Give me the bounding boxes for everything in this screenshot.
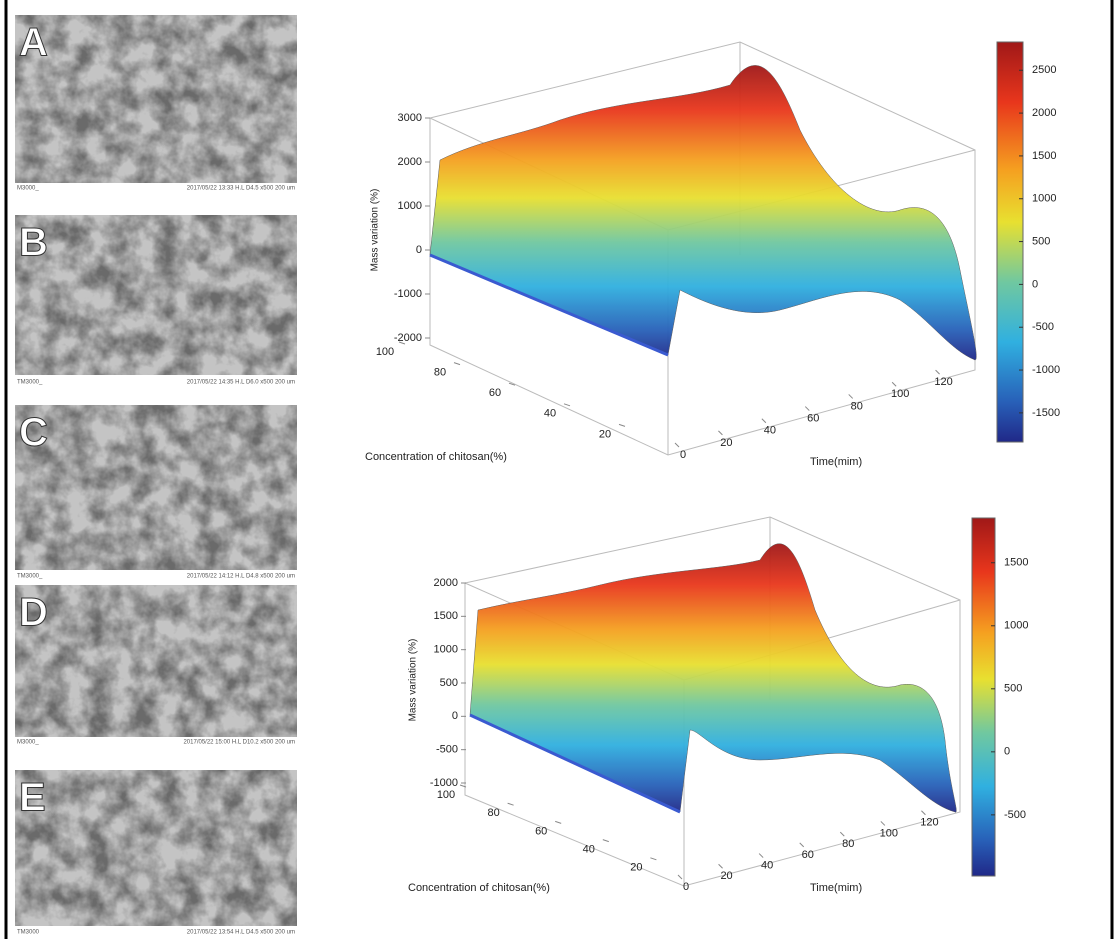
y-tick-label: 80 bbox=[842, 838, 854, 850]
panel-footer: 2017/05/22 13:54 H.L D4.5 x500 200 um bbox=[187, 930, 295, 936]
colorbar-tick-label: -500 bbox=[1032, 321, 1054, 333]
y-tick-label: 40 bbox=[764, 425, 776, 437]
z-tick-label: 0 bbox=[452, 710, 458, 722]
z-tick-label: -2000 bbox=[394, 332, 422, 344]
y-tick-label: 60 bbox=[802, 849, 814, 861]
colorbar bbox=[972, 518, 995, 876]
panel-label: E bbox=[19, 776, 46, 820]
z-tick-label: -500 bbox=[436, 744, 458, 756]
panel-footer: M3000_ bbox=[17, 740, 39, 746]
y-axis-label: Time(mim) bbox=[810, 882, 862, 894]
colorbar-tick-label: -500 bbox=[1004, 809, 1026, 821]
z-tick-label: 1000 bbox=[398, 200, 422, 212]
panel-footer: TM3000 bbox=[17, 930, 40, 936]
colorbar-tick-label: 1000 bbox=[1032, 193, 1056, 205]
panel-footer: 2017/05/22 14:12 H.L D4.8 x500 200 um bbox=[187, 574, 295, 580]
colorbar-tick-label: 500 bbox=[1032, 235, 1050, 247]
x-tick-label: 40 bbox=[544, 408, 556, 420]
colorbar-tick-label: 1500 bbox=[1004, 557, 1028, 569]
y-tick-label: 120 bbox=[934, 376, 952, 388]
y-tick-label: 20 bbox=[720, 437, 732, 449]
panel-footer: 2017/05/22 14:35 H.L D6.0 x500 200 um bbox=[187, 380, 295, 386]
panel-footer: M3000_ bbox=[17, 186, 39, 192]
sem-texture bbox=[15, 215, 297, 375]
sem-texture bbox=[15, 15, 297, 183]
y-tick-label: 120 bbox=[920, 817, 938, 829]
z-tick-label: 1000 bbox=[434, 644, 458, 656]
colorbar-tick-label: 0 bbox=[1004, 746, 1010, 758]
panel-label: B bbox=[19, 221, 48, 265]
panel-label: C bbox=[19, 411, 48, 455]
colorbar-tick-label: 2000 bbox=[1032, 107, 1056, 119]
z-tick-label: 1500 bbox=[434, 610, 458, 622]
panel-footer: 2017/05/22 15:00 H.L D10.2 x500 200 um bbox=[183, 740, 295, 746]
z-tick-label: 500 bbox=[440, 677, 458, 689]
z-tick-label: -1000 bbox=[430, 777, 458, 789]
y-tick-label: 0 bbox=[683, 881, 689, 893]
y-tick-label: 100 bbox=[880, 827, 898, 839]
y-tick-label: 100 bbox=[891, 388, 909, 400]
x-axis-label: Concentration of chitosan(%) bbox=[365, 451, 507, 463]
panel-footer: TM3000_ bbox=[17, 380, 43, 386]
colorbar-tick-label: 1500 bbox=[1032, 150, 1056, 162]
panel-footer: TM3000_ bbox=[17, 574, 43, 580]
y-axis-label: Time(mim) bbox=[810, 456, 862, 468]
colorbar-tick-label: -1500 bbox=[1032, 407, 1060, 419]
y-tick-label: 40 bbox=[761, 859, 773, 871]
colorbar-tick-label: 2500 bbox=[1032, 64, 1056, 76]
y-tick-label: 80 bbox=[851, 400, 863, 412]
x-tick-label: 20 bbox=[599, 428, 611, 440]
x-tick-label: 20 bbox=[630, 862, 642, 874]
x-tick-label: 60 bbox=[535, 825, 547, 837]
z-axis-label: Mass variation (%) bbox=[370, 189, 381, 272]
sem-texture bbox=[15, 770, 297, 926]
y-tick-label: 0 bbox=[680, 449, 686, 461]
x-tick-label: 100 bbox=[376, 346, 394, 358]
sem-texture bbox=[15, 405, 297, 570]
colorbar-tick-label: -1000 bbox=[1032, 364, 1060, 376]
x-tick-label: 40 bbox=[583, 844, 595, 856]
y-tick-label: 20 bbox=[720, 870, 732, 882]
z-tick-label: 2000 bbox=[434, 577, 458, 589]
figure: A M3000_ 2017/05/22 13:33 H.L D4.5 x500 20… bbox=[0, 0, 1120, 939]
panel-label: A bbox=[19, 21, 48, 65]
x-tick-label: 100 bbox=[437, 789, 455, 801]
panel-label: D bbox=[19, 591, 48, 635]
colorbar-tick-label: 0 bbox=[1032, 278, 1038, 290]
z-tick-label: 0 bbox=[416, 244, 422, 256]
colorbar-tick-label: 1000 bbox=[1004, 620, 1028, 632]
panel-footer: 2017/05/22 13:33 H.L D4.5 x500 200 um bbox=[187, 186, 295, 192]
sem-texture bbox=[15, 585, 297, 737]
x-tick-label: 80 bbox=[434, 367, 446, 379]
z-tick-label: 3000 bbox=[398, 112, 422, 124]
colorbar-tick-label: 500 bbox=[1004, 683, 1022, 695]
z-tick-label: -1000 bbox=[394, 288, 422, 300]
z-axis-label: Mass variation (%) bbox=[408, 639, 419, 722]
y-tick-label: 60 bbox=[807, 412, 819, 424]
x-axis-label: Concentration of chitosan(%) bbox=[408, 882, 550, 894]
x-tick-label: 80 bbox=[487, 807, 499, 819]
x-tick-label: 60 bbox=[489, 387, 501, 399]
z-tick-label: 2000 bbox=[398, 156, 422, 168]
